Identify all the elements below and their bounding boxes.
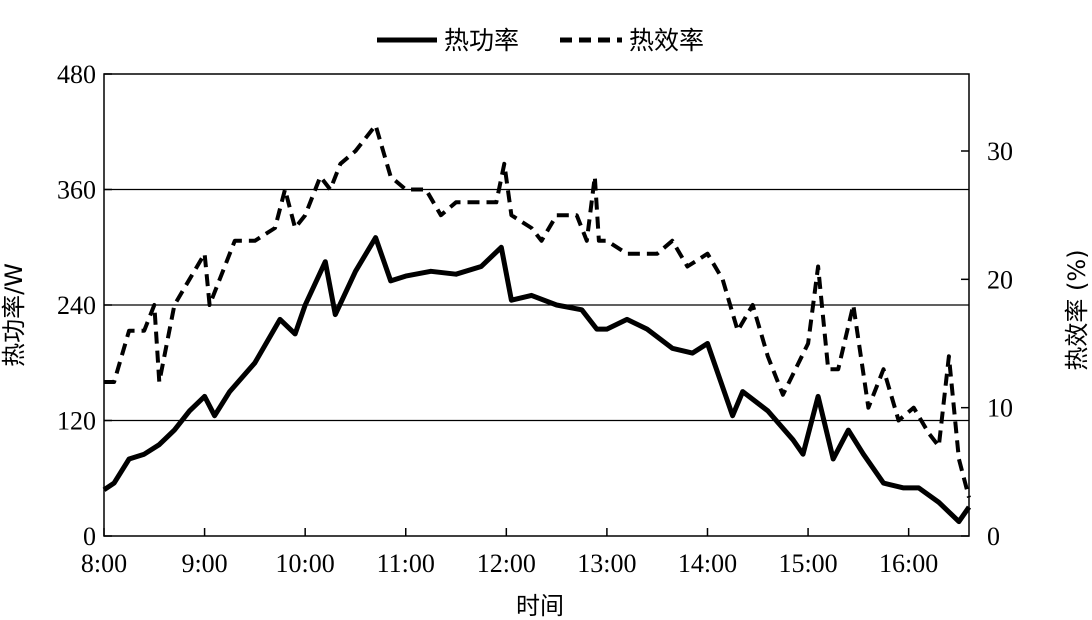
y-left-tick-label: 240	[57, 291, 96, 320]
legend: 热功率 热效率	[377, 26, 704, 55]
x-tick-label: 9:00	[181, 549, 227, 578]
series-line-heat-efficiency	[104, 123, 971, 499]
x-tick-label: 10:00	[276, 549, 335, 578]
x-tick-label: 11:00	[377, 549, 435, 578]
y-axis-left-title: 热功率/W	[0, 263, 28, 367]
y-right-tick-label: 30	[987, 137, 1013, 166]
y-axis-right-title: 热效率 (%)	[1063, 249, 1091, 370]
y-right-tick-label: 0	[987, 522, 1000, 551]
y-left-tick-label: 0	[83, 522, 96, 551]
axis-ticks: 0 120 240 360 480 0 10 20 30 8:00 9:00 10:00 11:00 12…	[57, 60, 1013, 578]
y-left-tick-label: 360	[57, 176, 96, 205]
y-left-tick-label: 480	[57, 60, 96, 89]
x-tick-label: 14:00	[678, 549, 737, 578]
x-axis-title: 时间	[516, 592, 564, 620]
x-tick-label: 8:00	[81, 549, 127, 578]
series-line-heat-power	[102, 235, 972, 525]
y-right-tick-label: 20	[987, 265, 1013, 294]
x-tick-label: 16:00	[879, 549, 938, 578]
y-right-tick-label: 10	[987, 394, 1013, 423]
x-tick-label: 15:00	[778, 549, 837, 578]
legend-label-heat-efficiency: 热效率	[629, 26, 704, 55]
y-left-tick-label: 120	[57, 407, 96, 436]
x-tick-label: 12:00	[477, 549, 536, 578]
legend-label-heat-power: 热功率	[444, 26, 519, 55]
x-tick-label: 13:00	[577, 549, 636, 578]
